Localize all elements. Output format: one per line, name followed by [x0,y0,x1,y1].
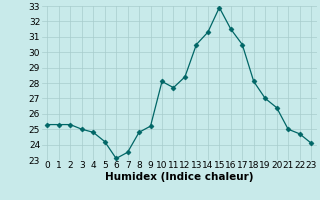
X-axis label: Humidex (Indice chaleur): Humidex (Indice chaleur) [105,172,253,182]
